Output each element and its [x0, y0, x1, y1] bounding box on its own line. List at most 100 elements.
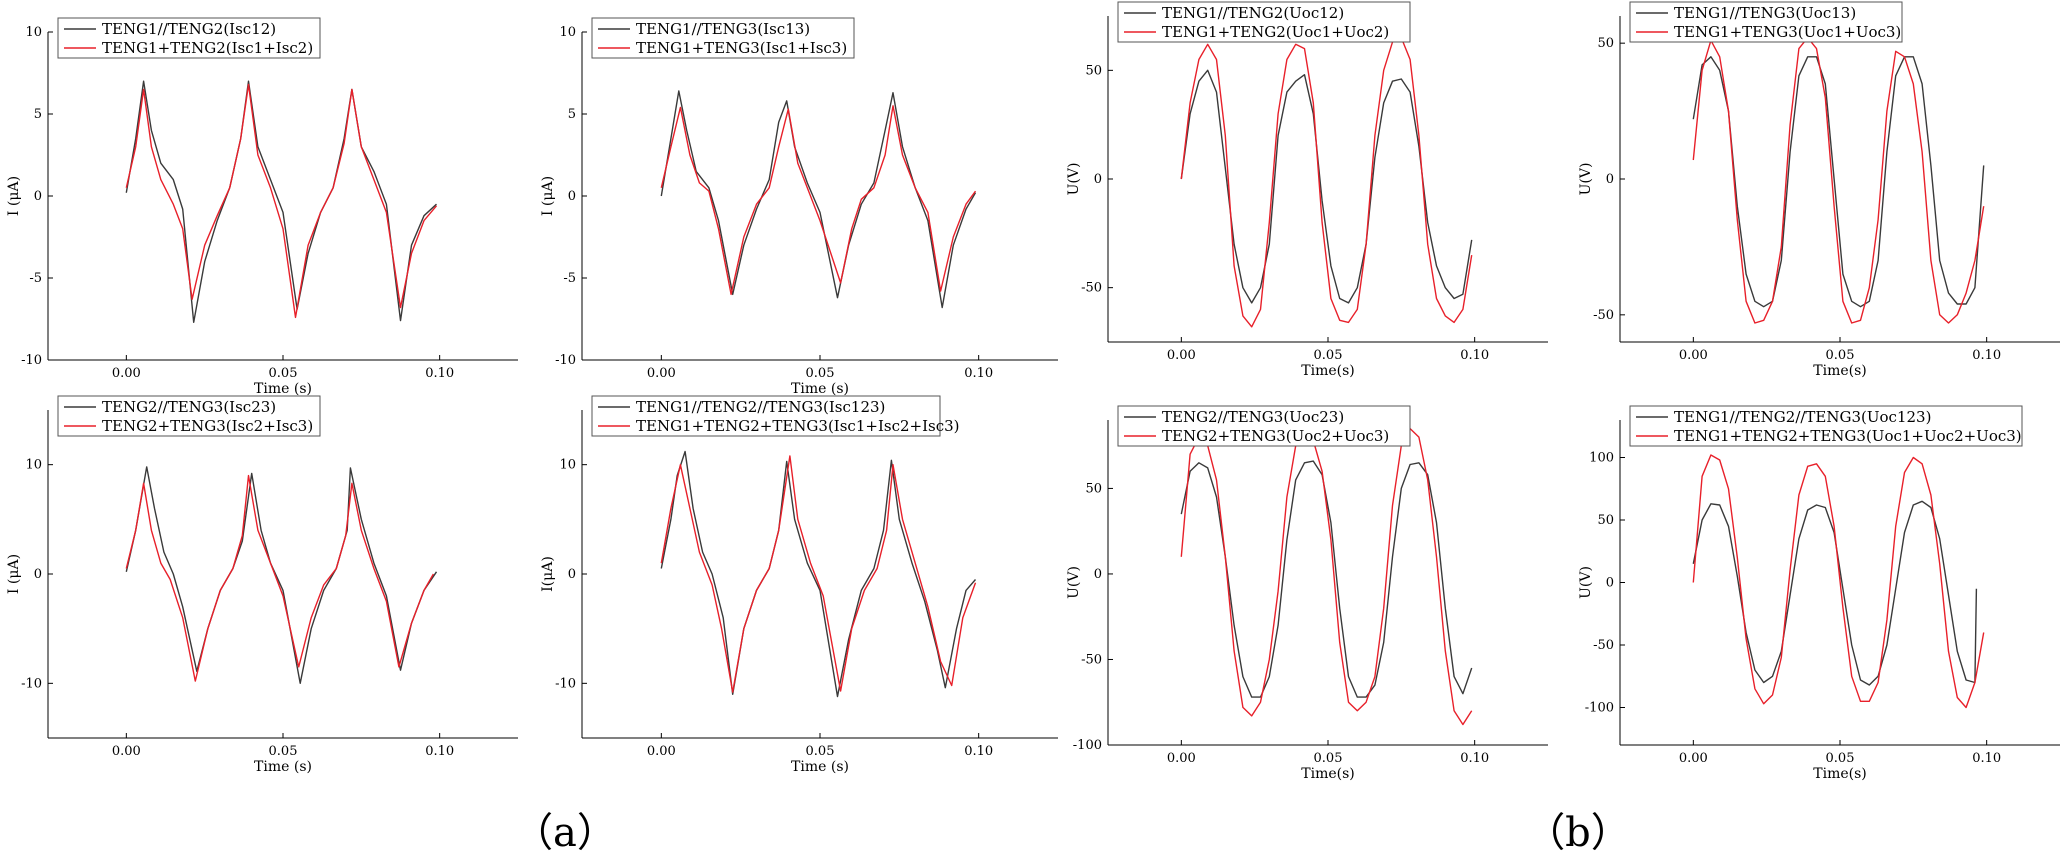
x-tick-label: 0.10 — [1972, 751, 2001, 766]
x-tick-label: 0.05 — [806, 744, 835, 759]
x-axis-label: Time (s) — [254, 759, 312, 775]
y-tick-label: -5 — [29, 271, 42, 286]
series-line-black — [660, 450, 977, 698]
legend-box — [1629, 405, 2023, 447]
series-line-red — [1692, 454, 1985, 709]
series-line-black — [125, 466, 438, 684]
legend-box — [591, 17, 855, 59]
y-tick-label: -5 — [563, 271, 576, 286]
y-tick-label: 0 — [1606, 576, 1614, 591]
legend-label: TENG1+TENG2(Isc1+Isc2) — [102, 39, 313, 57]
x-tick-label: 0.00 — [1679, 348, 1708, 363]
x-axis-label: Time(s) — [1301, 766, 1354, 782]
x-tick-label: 0.00 — [1167, 751, 1196, 766]
figure-label-a: （a） — [513, 810, 617, 856]
y-tick-label: -50 — [1081, 281, 1102, 296]
x-tick-label: 0.10 — [964, 366, 993, 381]
x-tick-label: 0.10 — [1460, 751, 1489, 766]
x-axis-label: Time(s) — [1813, 766, 1866, 782]
y-axis-label: I(μA) — [540, 556, 556, 592]
y-tick-label: 5 — [568, 107, 576, 122]
chart-a2: -10 -5 0 5 10 0.00 0.05 0.10 Time (s) I (μA) TENG1… — [540, 17, 1058, 397]
series-line-red — [1692, 37, 1985, 324]
y-tick-label: 0 — [568, 189, 576, 204]
y-tick-label: -10 — [21, 353, 42, 368]
x-tick-label: 0.00 — [112, 366, 141, 381]
x-tick-label: 0.10 — [964, 744, 993, 759]
legend-box — [57, 395, 321, 437]
y-axis-label: U(V) — [1578, 163, 1594, 196]
chart-b4: 100 50 0 -50 -100 0.00 0.05 0.10 Time(s) U(V) TENG… — [1578, 405, 2060, 782]
legend-label: TENG2//TENG3(Isc23) — [102, 398, 276, 416]
legend-label: TENG1//TENG2(Isc12) — [102, 20, 276, 38]
series-line-red — [1180, 427, 1473, 726]
x-tick-label: 0.00 — [1167, 348, 1196, 363]
y-tick-label: 10 — [25, 458, 42, 473]
y-tick-label: 10 — [559, 458, 576, 473]
y-tick-label: 0 — [1094, 172, 1102, 187]
legend-label: TENG1//TENG3(Isc13) — [636, 20, 810, 38]
chart-a4: -10 0 10 0.00 0.05 0.10 Time (s) I(μA) TENG1//TE… — [540, 395, 1058, 775]
x-tick-label: 0.05 — [269, 744, 298, 759]
legend-label: TENG2+TENG3(Isc2+Isc3) — [102, 417, 313, 435]
series-line-black — [125, 80, 437, 323]
y-axis-label: I (μA) — [6, 176, 22, 216]
legend-label: TENG1+TENG2+TENG3(Isc1+Isc2+Isc3) — [636, 417, 960, 435]
x-tick-label: 0.05 — [1314, 751, 1343, 766]
series-line-red — [1180, 37, 1473, 328]
x-tick-label: 0.00 — [647, 366, 676, 381]
x-tick-label: 0.10 — [425, 744, 454, 759]
x-tick-label: 0.05 — [269, 366, 298, 381]
x-tick-label: 0.05 — [1826, 348, 1855, 363]
series-line-red — [125, 83, 438, 319]
series-line-black — [1692, 56, 1985, 308]
y-tick-label: -10 — [21, 676, 42, 691]
legend-label: TENG1+TENG2(Uoc1+Uoc2) — [1162, 23, 1389, 41]
y-tick-label: -50 — [1593, 638, 1614, 653]
x-tick-label: 0.00 — [1679, 751, 1708, 766]
chart-b2: 50 0 -50 0.00 0.05 0.10 Time(s) U(V) TENG1//TENG… — [1578, 1, 2060, 379]
y-axis-label: U(V) — [1066, 566, 1082, 599]
series-line-red — [660, 105, 977, 296]
legend-label: TENG1+TENG2+TENG3(Uoc1+Uoc2+Uoc3) — [1674, 427, 2022, 445]
chart-b1: 50 0 -50 0.00 0.05 0.10 Time(s) U(V) TENG1//TENG… — [1066, 1, 1548, 379]
x-axis-label: Time(s) — [1813, 363, 1866, 379]
series-line-red — [660, 455, 977, 693]
y-tick-label: 0 — [34, 189, 42, 204]
chart-b3: 50 0 -50 -100 0.00 0.05 0.10 Time(s) U(V) TENG2//… — [1066, 405, 1548, 782]
y-tick-label: 50 — [1597, 36, 1614, 51]
series-line-black — [1180, 69, 1473, 304]
y-tick-label: 0 — [1606, 172, 1614, 187]
y-tick-label: 50 — [1597, 513, 1614, 528]
legend-box — [1629, 1, 1903, 43]
y-tick-label: 10 — [559, 25, 576, 40]
y-tick-label: 5 — [34, 107, 42, 122]
chart-a3: -10 0 10 0.00 0.05 0.10 Time (s) I (μA) TENG2//T… — [6, 395, 518, 775]
x-axis-label: Time (s) — [254, 381, 312, 397]
legend-label: TENG1//TENG2(Uoc12) — [1162, 4, 1344, 22]
y-tick-label: 100 — [1589, 451, 1614, 466]
x-axis-label: Time (s) — [791, 381, 849, 397]
chart-a1: -10 -5 0 5 10 0.00 0.05 0.10 Time (s) I (μA) TENG1… — [6, 17, 518, 397]
x-axis-label: Time (s) — [791, 759, 849, 775]
legend-label: TENG1+TENG3(Uoc1+Uoc3) — [1674, 23, 1901, 41]
x-tick-label: 0.05 — [806, 366, 835, 381]
y-tick-label: -50 — [1081, 652, 1102, 667]
x-tick-label: 0.10 — [425, 366, 454, 381]
series-line-black — [1180, 460, 1473, 698]
y-tick-label: -10 — [555, 353, 576, 368]
legend-box — [1117, 405, 1411, 447]
y-tick-label: 0 — [1094, 567, 1102, 582]
x-tick-label: 0.10 — [1460, 348, 1489, 363]
y-tick-label: -50 — [1593, 308, 1614, 323]
y-tick-label: 50 — [1085, 481, 1102, 496]
x-axis-label: Time(s) — [1301, 363, 1354, 379]
y-tick-label: -100 — [1585, 701, 1614, 716]
series-line-black — [660, 90, 977, 309]
legend-label: TENG1//TENG3(Uoc13) — [1674, 4, 1856, 22]
legend-box — [57, 17, 321, 59]
legend-label: TENG1+TENG3(Isc1+Isc3) — [636, 39, 847, 57]
y-tick-label: -10 — [555, 676, 576, 691]
y-tick-label: 0 — [568, 567, 576, 582]
